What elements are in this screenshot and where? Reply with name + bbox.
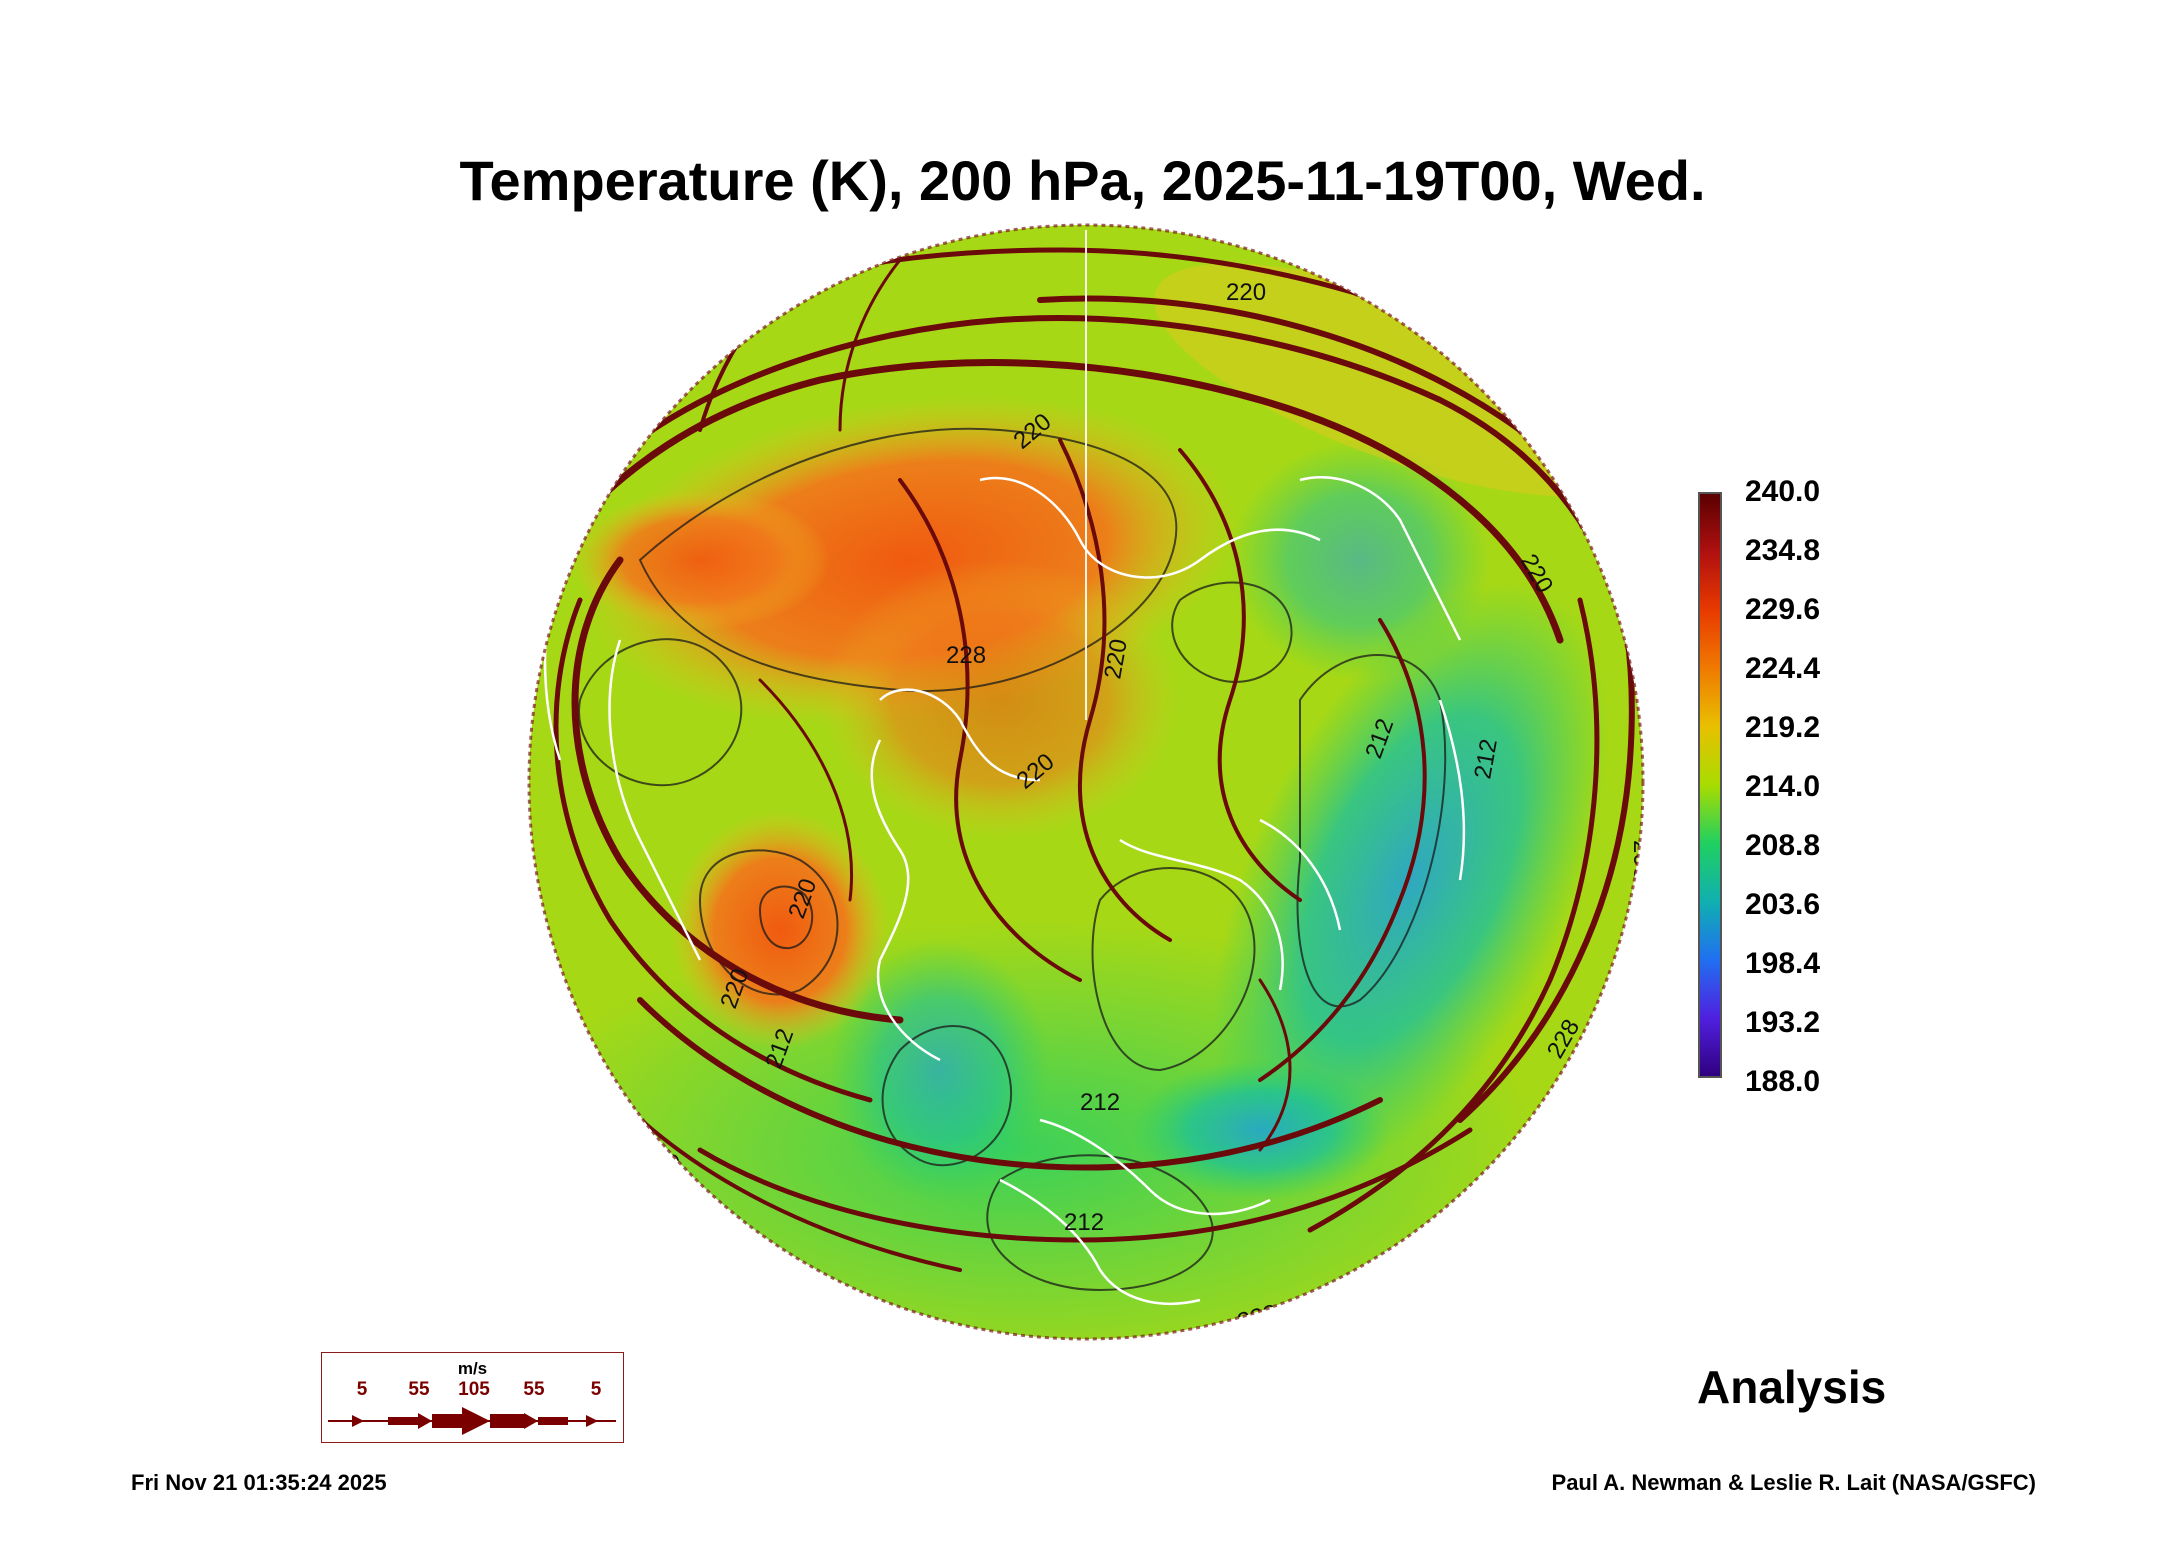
cool-region-east <box>1211 582 1609 1178</box>
colorbar <box>1698 492 1722 1078</box>
colorbar-label: 219.2 <box>1745 711 1821 744</box>
wind-legend-unit: m/s <box>457 1359 488 1378</box>
colorbar-label: 203.6 <box>1745 888 1821 921</box>
cool-region-northeast <box>1230 440 1490 680</box>
cool-region-south-blue <box>1130 1060 1390 1200</box>
wind-legend-value: 5 <box>356 1379 368 1400</box>
wind-legend-arrow <box>328 1407 616 1435</box>
wind-legend-value: 55 <box>408 1379 430 1400</box>
footer-timestamp: Fri Nov 21 01:35:24 2025 <box>131 1470 387 1495</box>
colorbar-label: 208.8 <box>1745 829 1821 862</box>
colorbar-label: 229.6 <box>1745 593 1821 626</box>
wind-legend-value: 5 <box>590 1379 602 1400</box>
footer-credit: Paul A. Newman & Leslie R. Lait (NASA/GS… <box>1551 1470 2036 1495</box>
colorbar-label: 188.0 <box>1745 1065 1821 1098</box>
wind-speed-legend: m/s 5 55 105 55 5 <box>321 1352 624 1443</box>
warm-region-west <box>670 810 890 1050</box>
colorbar-label: 193.2 <box>1745 1006 1821 1039</box>
contour-label: 212 <box>1080 1089 1120 1116</box>
page-title: Temperature (K), 200 hPa, 2025-11-19T00,… <box>459 149 1706 212</box>
colorbar-label: 198.4 <box>1745 947 1821 980</box>
wind-legend-value: 55 <box>523 1379 545 1400</box>
globe-rim <box>527 223 1645 1341</box>
contour-label: 200 <box>1628 840 1655 880</box>
colorbar-label: 240.0 <box>1745 475 1821 508</box>
contour-label: 212 <box>1064 1209 1104 1236</box>
contour-label: 228 <box>946 642 986 669</box>
wind-legend-value: 105 <box>458 1379 490 1400</box>
colorbar-label: 224.4 <box>1745 652 1821 685</box>
analysis-label: Analysis <box>1697 1361 1887 1413</box>
colorbar-label: 214.0 <box>1745 770 1821 803</box>
contour-label: 220 <box>1226 279 1266 306</box>
warm-region-center <box>820 560 1180 840</box>
warm-region-northwest <box>570 490 830 630</box>
colorbar-label: 234.8 <box>1745 534 1821 567</box>
